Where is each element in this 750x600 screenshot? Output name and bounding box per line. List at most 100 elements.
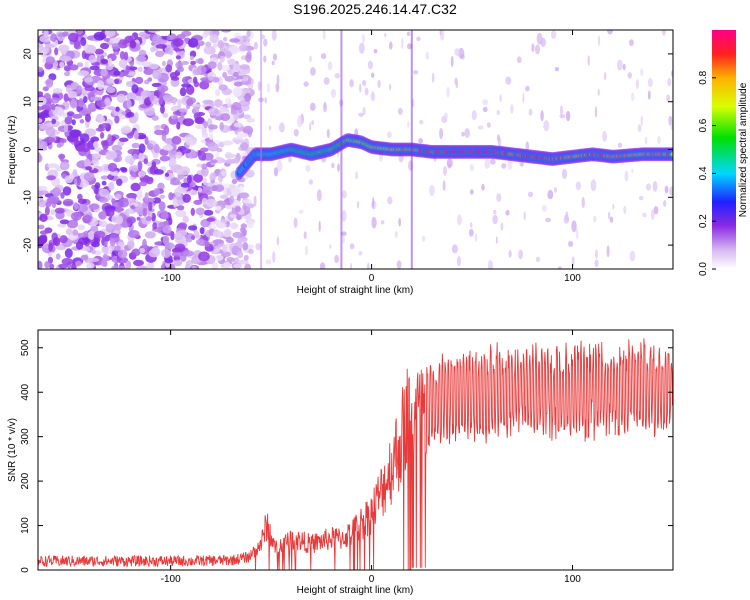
noise-blob bbox=[429, 184, 435, 197]
noise-blob bbox=[225, 237, 234, 244]
noise-blob bbox=[73, 39, 81, 49]
noise-blob bbox=[653, 206, 659, 215]
noise-blob bbox=[263, 55, 267, 63]
noise-blob bbox=[94, 182, 101, 190]
noise-blob bbox=[153, 143, 160, 154]
noise-blob bbox=[52, 187, 61, 197]
noise-blob bbox=[87, 257, 100, 263]
noise-blob bbox=[84, 246, 91, 252]
noise-blob bbox=[493, 209, 497, 215]
noise-blob bbox=[264, 97, 267, 104]
noise-blob bbox=[131, 84, 139, 94]
noise-blob bbox=[461, 131, 465, 137]
colorbar-ticks: 0.0 0.2 0.4 0.6 0.8 bbox=[698, 70, 716, 276]
noise-blob bbox=[575, 181, 582, 191]
noise-blob bbox=[477, 125, 484, 130]
noise-blob bbox=[225, 153, 237, 158]
noise-blob bbox=[242, 125, 254, 135]
noise-blob bbox=[263, 38, 268, 47]
noise-blob bbox=[243, 114, 251, 120]
noise-blob bbox=[276, 236, 280, 246]
noise-blob bbox=[205, 182, 214, 187]
noise-blob bbox=[623, 205, 627, 215]
noise-blob bbox=[193, 76, 198, 84]
noise-blob bbox=[311, 120, 315, 126]
noise-blob bbox=[208, 124, 218, 130]
noise-blob bbox=[114, 115, 120, 124]
noise-blob bbox=[237, 250, 244, 259]
noise-blob bbox=[45, 78, 54, 88]
noise-blob bbox=[624, 170, 629, 182]
noise-blob bbox=[109, 37, 120, 44]
noise-blob bbox=[95, 127, 106, 132]
noise-blob bbox=[233, 71, 239, 78]
noise-blob bbox=[394, 231, 398, 238]
noise-blob bbox=[44, 261, 50, 269]
noise-blob bbox=[136, 216, 141, 221]
noise-blob bbox=[469, 164, 475, 172]
noise-blob bbox=[246, 118, 255, 123]
noise-blob bbox=[98, 220, 103, 226]
noise-blob bbox=[525, 85, 530, 92]
noise-blob bbox=[103, 240, 108, 247]
noise-blob bbox=[419, 119, 424, 125]
noise-blob bbox=[133, 130, 139, 141]
noise-blob bbox=[603, 72, 607, 81]
noise-blob bbox=[151, 115, 159, 121]
noise-blob bbox=[99, 197, 108, 203]
noise-blob bbox=[594, 259, 599, 268]
noise-blob bbox=[531, 43, 535, 52]
noise-blob bbox=[202, 99, 214, 105]
noise-blob bbox=[535, 256, 541, 263]
noise-blob bbox=[70, 98, 78, 109]
noise-blob bbox=[123, 51, 129, 61]
noise-blob bbox=[45, 43, 50, 54]
noise-blob bbox=[195, 124, 206, 129]
noise-blob bbox=[102, 140, 109, 150]
noise-blob bbox=[126, 99, 132, 109]
noise-blob bbox=[482, 99, 489, 105]
noise-blob bbox=[203, 209, 214, 216]
noise-blob bbox=[607, 211, 611, 220]
noise-blob bbox=[481, 183, 485, 191]
noise-blob bbox=[39, 35, 52, 43]
noise-blob bbox=[137, 134, 147, 140]
noise-blob bbox=[223, 186, 228, 197]
noise-blob bbox=[498, 136, 501, 148]
noise-blob bbox=[211, 262, 218, 269]
noise-blob bbox=[372, 197, 375, 209]
noise-blob bbox=[239, 44, 248, 52]
noise-blob bbox=[48, 110, 53, 117]
noise-blob bbox=[349, 79, 354, 88]
noise-blob bbox=[190, 207, 195, 216]
noise-blob bbox=[57, 107, 65, 117]
noise-blob bbox=[468, 228, 474, 237]
noise-blob bbox=[215, 89, 220, 97]
noise-blob bbox=[145, 216, 152, 222]
noise-blob bbox=[38, 260, 43, 269]
x-tick-label: 0 bbox=[369, 273, 375, 284]
noise-blob bbox=[56, 142, 62, 148]
noise-blob bbox=[334, 254, 339, 264]
noise-blob bbox=[84, 77, 94, 83]
noise-blob bbox=[587, 55, 590, 66]
noise-blob bbox=[534, 44, 541, 55]
noise-blob bbox=[541, 205, 548, 212]
noise-blob bbox=[68, 32, 79, 43]
noise-blob bbox=[243, 254, 249, 261]
noise-blob bbox=[406, 31, 411, 36]
noise-blob bbox=[323, 101, 327, 113]
noise-blob bbox=[253, 41, 258, 50]
noise-blob bbox=[298, 209, 304, 214]
noise-blob bbox=[138, 152, 145, 162]
noise-blob bbox=[137, 66, 143, 73]
noise-blob bbox=[275, 82, 280, 93]
noise-blob bbox=[164, 172, 170, 177]
noise-blob bbox=[90, 136, 100, 143]
noise-blob bbox=[62, 31, 69, 37]
noise-blob bbox=[139, 247, 146, 254]
noise-blob bbox=[104, 30, 116, 38]
noise-blob bbox=[84, 158, 91, 167]
noise-blob bbox=[202, 177, 207, 186]
